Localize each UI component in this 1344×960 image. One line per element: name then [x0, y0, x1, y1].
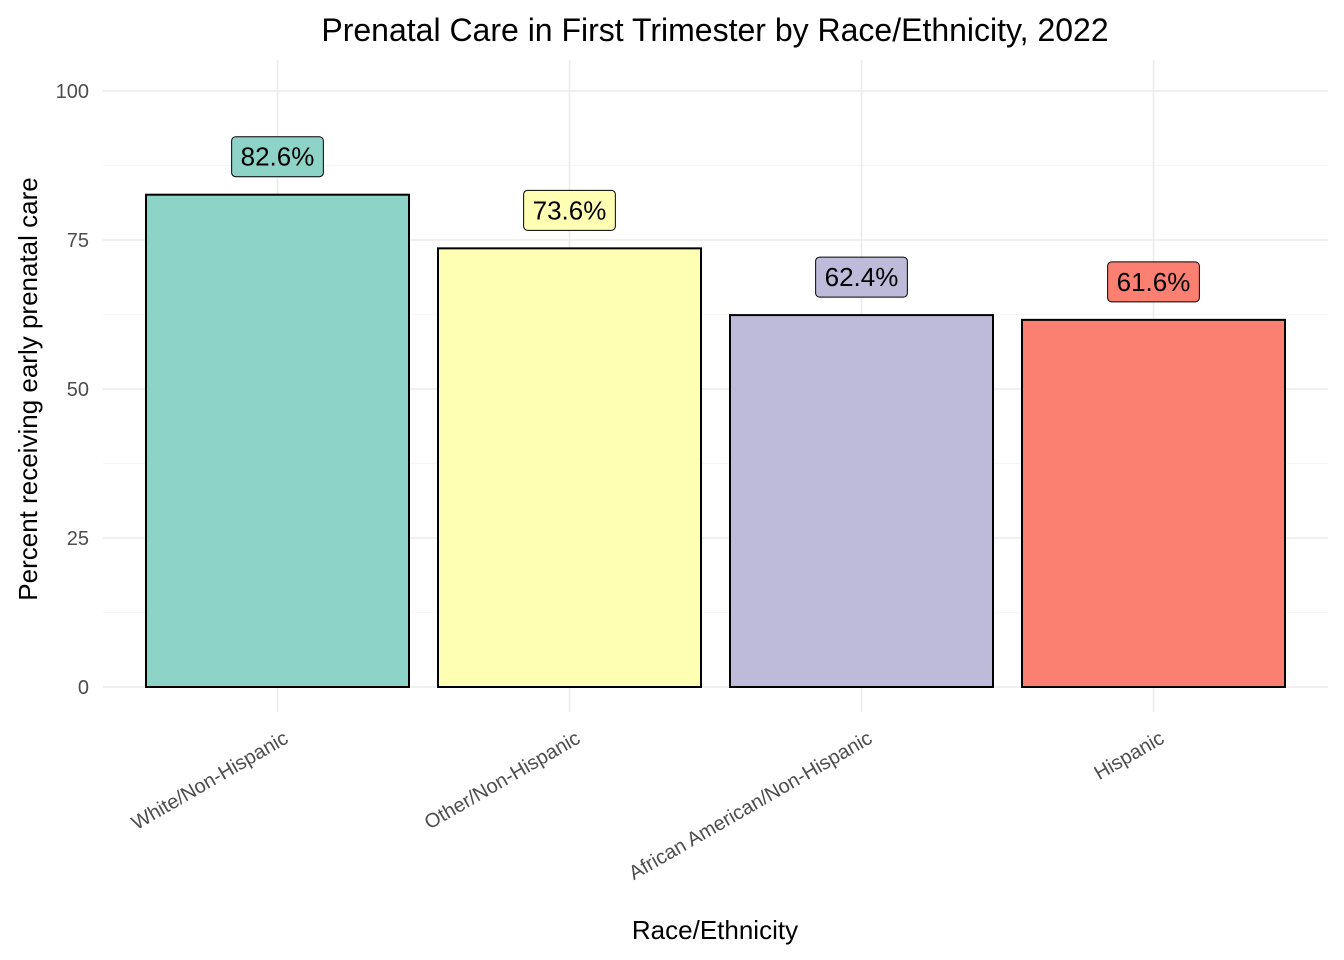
bars: [145, 193, 1286, 688]
data-labels: 82.6% 73.6% 62.4% 61.6%: [231, 136, 1200, 303]
y-tick-label: 75: [67, 230, 89, 252]
bar: [729, 314, 994, 688]
data-label: 62.4%: [815, 256, 908, 298]
data-label-text: 61.6%: [1117, 267, 1191, 297]
x-tick-label: African American/Non-Hispanic: [625, 727, 876, 884]
data-label: 61.6%: [1107, 261, 1200, 303]
y-tick-label: 50: [67, 379, 89, 401]
y-axis-tick-labels: 0 25 50 75 100: [56, 81, 89, 699]
y-tick-label: 0: [78, 677, 89, 699]
x-tick-label: Hispanic: [1091, 727, 1168, 784]
data-label-box: [523, 189, 616, 231]
y-tick-label: 100: [56, 81, 89, 103]
data-label-text: 82.6%: [241, 142, 315, 172]
data-label-box: [1107, 261, 1200, 303]
chart-title: Prenatal Care in First Trimester by Race…: [321, 12, 1108, 48]
y-axis-title: Percent receiving early prenatal care: [13, 177, 43, 600]
x-tick-label: Other/Non-Hispanic: [421, 727, 584, 834]
bar: [145, 193, 410, 688]
data-label: 82.6%: [231, 136, 324, 178]
data-label-text: 73.6%: [533, 195, 607, 225]
bar: [437, 247, 702, 688]
bar: [1021, 318, 1286, 688]
data-label-box: [231, 136, 324, 178]
data-label-box: [815, 256, 908, 298]
y-tick-label: 25: [67, 528, 89, 550]
x-axis-tick-labels: White/Non-Hispanic Other/Non-Hispanic Afri…: [128, 727, 1168, 884]
x-axis-title: Race/Ethnicity: [632, 915, 798, 945]
x-tick-label: White/Non-Hispanic: [128, 727, 292, 834]
data-label: 73.6%: [523, 189, 616, 231]
data-label-text: 62.4%: [825, 262, 899, 292]
